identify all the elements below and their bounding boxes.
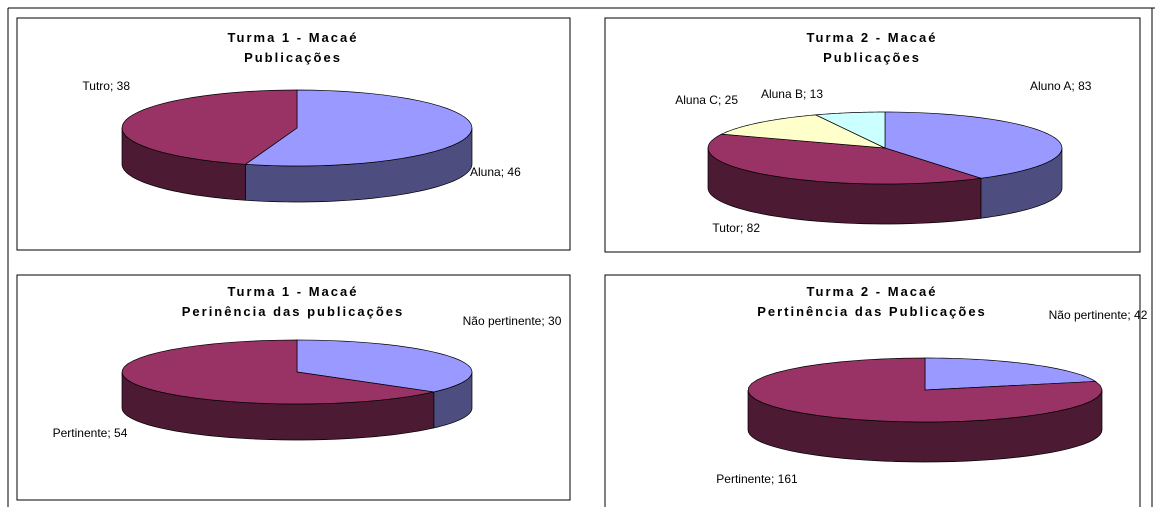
label-value: 82 — [747, 221, 761, 235]
data-label: Aluna; 46 — [470, 165, 521, 179]
label-separator: ; — [107, 426, 110, 440]
label-category: Aluna B — [761, 87, 803, 101]
label-value: 30 — [548, 314, 562, 328]
label-category: Aluno A — [1030, 79, 1071, 93]
chart-title: Turma 1 - Macaé — [228, 30, 359, 45]
slice — [296, 339, 473, 393]
data-label: Pertinente; 54 — [53, 426, 128, 440]
slice — [720, 114, 886, 149]
data-label: Aluna C; 25 — [675, 93, 738, 107]
chart-subtitle: Publicações — [823, 50, 921, 65]
slice — [121, 89, 298, 165]
slice — [924, 357, 1097, 391]
label-separator: ; — [803, 87, 806, 101]
label-separator: ; — [740, 221, 743, 235]
data-label: Aluna B; 13 — [761, 87, 823, 101]
chart-title: Turma 1 - Macaé — [228, 284, 359, 299]
label-value: 13 — [810, 87, 824, 101]
data-label: Não pertinente; 42 — [1049, 308, 1148, 322]
data-label: Aluno A; 83 — [1030, 79, 1092, 93]
data-label: Não pertinente; 30 — [463, 314, 562, 328]
label-value: 161 — [778, 472, 798, 486]
label-value: 54 — [114, 426, 128, 440]
label-value: 42 — [1134, 308, 1148, 322]
label-separator: ; — [501, 165, 504, 179]
label-separator: ; — [1071, 79, 1074, 93]
slice — [244, 89, 473, 167]
slice — [747, 357, 1103, 423]
label-category: Não pertinente — [463, 314, 542, 328]
label-value: 46 — [507, 165, 521, 179]
label-separator: ; — [718, 93, 721, 107]
chart-subtitle: Pertinência das Publicações — [757, 304, 987, 319]
label-category: Pertinente — [716, 472, 771, 486]
data-label: Pertinente; 161 — [716, 472, 798, 486]
data-label: Tutor; 82 — [712, 221, 760, 235]
label-category: Aluna C — [675, 93, 718, 107]
label-category: Pertinente — [53, 426, 108, 440]
chart-title: Turma 2 - Macaé — [807, 30, 938, 45]
label-separator: ; — [771, 472, 774, 486]
chart-subtitle: Publicações — [244, 50, 342, 65]
label-value: 38 — [117, 79, 131, 93]
label-value: 83 — [1078, 79, 1092, 93]
label-category: Tutor — [712, 221, 740, 235]
slice — [707, 133, 982, 185]
slice — [814, 111, 886, 149]
label-category: Não pertinente — [1049, 308, 1128, 322]
data-label: Tutro; 38 — [82, 79, 130, 93]
slice — [121, 339, 434, 405]
chart-title: Turma 2 - Macaé — [807, 284, 938, 299]
label-separator: ; — [1127, 308, 1130, 322]
label-separator: ; — [110, 79, 113, 93]
label-category: Tutro — [82, 79, 110, 93]
chart-subtitle: Perinência das publicações — [182, 304, 405, 319]
label-value: 25 — [725, 93, 739, 107]
label-category: Aluna — [470, 165, 501, 179]
label-separator: ; — [541, 314, 544, 328]
